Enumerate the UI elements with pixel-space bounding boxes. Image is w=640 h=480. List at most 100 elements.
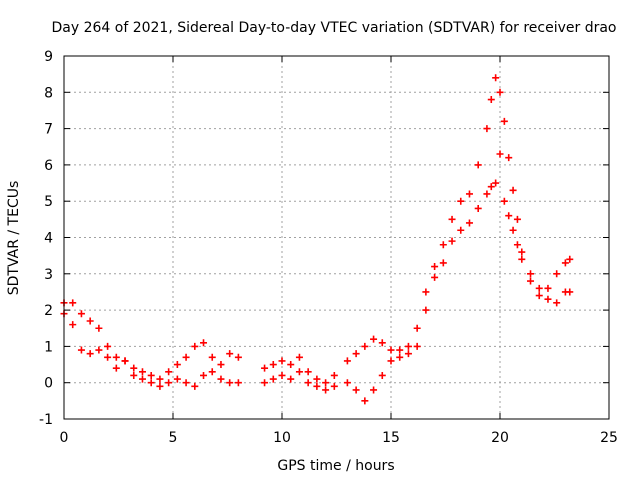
x-tick-label: 25 [600, 430, 618, 446]
data-point [566, 255, 574, 263]
data-point [483, 125, 491, 133]
data-point [457, 226, 465, 234]
data-point [505, 154, 513, 162]
data-point [69, 299, 77, 307]
data-point [261, 379, 269, 387]
data-point [474, 204, 482, 212]
data-point [378, 371, 386, 379]
x-tick-label: 15 [382, 430, 400, 446]
data-point [278, 357, 286, 365]
x-axis-label: GPS time / hours [277, 458, 394, 474]
data-point [191, 342, 199, 350]
data-point [527, 277, 535, 285]
data-point [322, 386, 330, 394]
y-tick-label: 9 [44, 49, 53, 65]
data-point [182, 379, 190, 387]
data-point [553, 299, 561, 307]
data-point [544, 284, 552, 292]
data-point [396, 346, 404, 354]
data-point [322, 379, 330, 387]
data-point [553, 270, 561, 278]
y-tick-label: 5 [44, 194, 53, 210]
data-point [313, 382, 321, 390]
data-point [147, 379, 155, 387]
points-layer [60, 74, 574, 405]
ticks-layer [63, 55, 610, 420]
data-point [304, 379, 312, 387]
data-point [431, 263, 439, 271]
data-point [404, 350, 412, 358]
data-point [509, 186, 517, 194]
y-tick-label: 3 [44, 267, 53, 283]
data-point [173, 361, 181, 369]
data-point [138, 368, 146, 376]
series-1 [60, 74, 574, 387]
data-point [261, 364, 269, 372]
data-point [287, 361, 295, 369]
data-point [156, 382, 164, 390]
y-tick-label: 8 [44, 85, 53, 101]
data-point [465, 219, 473, 227]
data-point [496, 88, 504, 96]
data-point [505, 212, 513, 220]
chart-title: Day 264 of 2021, Sidereal Day-to-day VTE… [51, 20, 616, 36]
data-point [165, 379, 173, 387]
data-point [330, 371, 338, 379]
data-point [287, 375, 295, 383]
data-point [422, 288, 430, 296]
data-point [413, 324, 421, 332]
data-point [269, 361, 277, 369]
y-tick-label: 0 [44, 376, 53, 392]
data-point [422, 306, 430, 314]
data-point [200, 339, 208, 347]
data-point [217, 375, 225, 383]
data-point [208, 368, 216, 376]
data-point [295, 353, 303, 361]
data-point [121, 357, 129, 365]
data-point [439, 241, 447, 249]
data-point [465, 190, 473, 198]
data-point [496, 150, 504, 158]
y-tick-label: -1 [39, 412, 53, 428]
y-tick-labels: -1 0 1 2 3 4 5 6 7 8 9 [39, 49, 53, 428]
data-point [527, 270, 535, 278]
data-point [173, 375, 181, 383]
data-point [439, 259, 447, 267]
data-point [483, 190, 491, 198]
data-point [404, 342, 412, 350]
data-point [86, 317, 94, 325]
data-point [544, 295, 552, 303]
data-point [378, 339, 386, 347]
y-tick-label: 7 [44, 122, 53, 138]
data-point [518, 248, 526, 256]
data-point [130, 364, 138, 372]
data-point [492, 179, 500, 187]
data-point [513, 215, 521, 223]
data-point [200, 371, 208, 379]
data-point [313, 375, 321, 383]
data-point [352, 386, 360, 394]
data-point [474, 161, 482, 169]
x-tick-labels: 0 5 10 15 20 25 [60, 430, 618, 446]
data-point [535, 292, 543, 300]
data-point [95, 346, 103, 354]
x-tick-label: 10 [273, 430, 291, 446]
grid-layer [64, 56, 609, 419]
x-tick-label: 5 [169, 430, 178, 446]
data-point [278, 371, 286, 379]
data-point [226, 379, 234, 387]
data-point [535, 284, 543, 292]
data-point [361, 342, 369, 350]
data-point [370, 386, 378, 394]
data-point [387, 357, 395, 365]
y-axis-label: SDTVAR / TECUs [6, 181, 22, 296]
data-point [165, 368, 173, 376]
data-point [234, 379, 242, 387]
data-point [457, 197, 465, 205]
data-point [138, 375, 146, 383]
y-tick-label: 2 [44, 303, 53, 319]
data-point [217, 361, 225, 369]
data-point [518, 255, 526, 263]
data-point [370, 335, 378, 343]
